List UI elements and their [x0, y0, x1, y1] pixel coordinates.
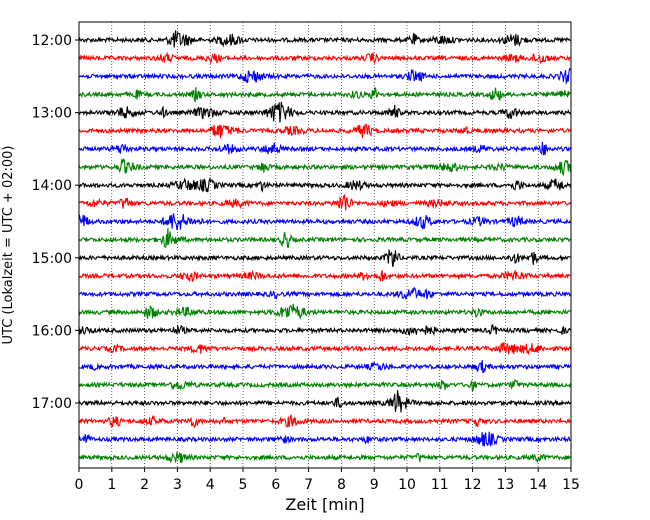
- x-tick-label: 10: [398, 477, 416, 493]
- seismic-trace: [78, 324, 571, 337]
- y-axis-label: UTC (Lokalzeit = UTC + 02:00): [1, 146, 16, 345]
- seismic-trace: [78, 360, 571, 373]
- y-tick-label: 14:00: [32, 178, 72, 194]
- y-tick-label: 17:00: [32, 396, 72, 412]
- x-tick-label: 4: [206, 477, 215, 493]
- x-tick-label: 6: [271, 477, 280, 493]
- x-tick-label: 13: [496, 477, 514, 493]
- x-tick-label: 7: [304, 477, 313, 493]
- y-tick-label: 13:00: [32, 106, 72, 122]
- trace-layer: [78, 30, 571, 464]
- seismic-trace: [78, 286, 571, 300]
- seismic-trace: [78, 249, 571, 267]
- plot-frame: [78, 21, 572, 469]
- seismic-trace: [78, 378, 571, 392]
- seismic-trace: [78, 30, 571, 48]
- x-tick-label: 5: [239, 477, 248, 493]
- seismic-trace: [78, 414, 571, 429]
- seismic-trace: [78, 213, 571, 231]
- tick-layer: 0 1 2 3 4 5 6 7 8 9 10 11 12 13 14 1512:0013:0014:0015:…: [32, 33, 580, 493]
- y-tick-label: 15:00: [32, 251, 72, 267]
- seismic-trace: [78, 86, 571, 103]
- x-tick-label: 3: [173, 477, 182, 493]
- x-tick-label: 0: [75, 477, 84, 493]
- x-axis-label: Zeit [min]: [285, 495, 364, 514]
- seismic-trace: [78, 142, 571, 156]
- grid-layer: [111, 22, 539, 468]
- seismic-trace: [78, 390, 571, 413]
- seismic-trace: [78, 431, 571, 448]
- seismic-trace: [78, 51, 571, 65]
- y-tick-label: 12:00: [32, 33, 72, 49]
- seismic-trace: [78, 303, 571, 320]
- x-tick-label: 14: [529, 477, 547, 493]
- seismic-trace: [78, 341, 571, 356]
- seismic-trace: [78, 101, 571, 123]
- x-tick-label: 9: [370, 477, 379, 493]
- seismic-trace: [78, 158, 571, 177]
- seismic-trace: [78, 451, 571, 464]
- x-tick-label: 8: [337, 477, 346, 493]
- seismic-trace: [78, 193, 571, 211]
- seismic-trace: [78, 67, 571, 85]
- seismic-trace: [78, 228, 571, 249]
- seismic-trace: [78, 269, 571, 282]
- x-tick-label: 1: [107, 477, 116, 493]
- y-tick-label: 16:00: [32, 323, 72, 339]
- seismic-trace: [78, 123, 571, 139]
- seismic-trace: [78, 176, 571, 193]
- x-tick-label: 15: [562, 477, 580, 493]
- x-tick-label: 11: [431, 477, 449, 493]
- x-tick-label: 2: [140, 477, 149, 493]
- x-tick-label: 12: [464, 477, 482, 493]
